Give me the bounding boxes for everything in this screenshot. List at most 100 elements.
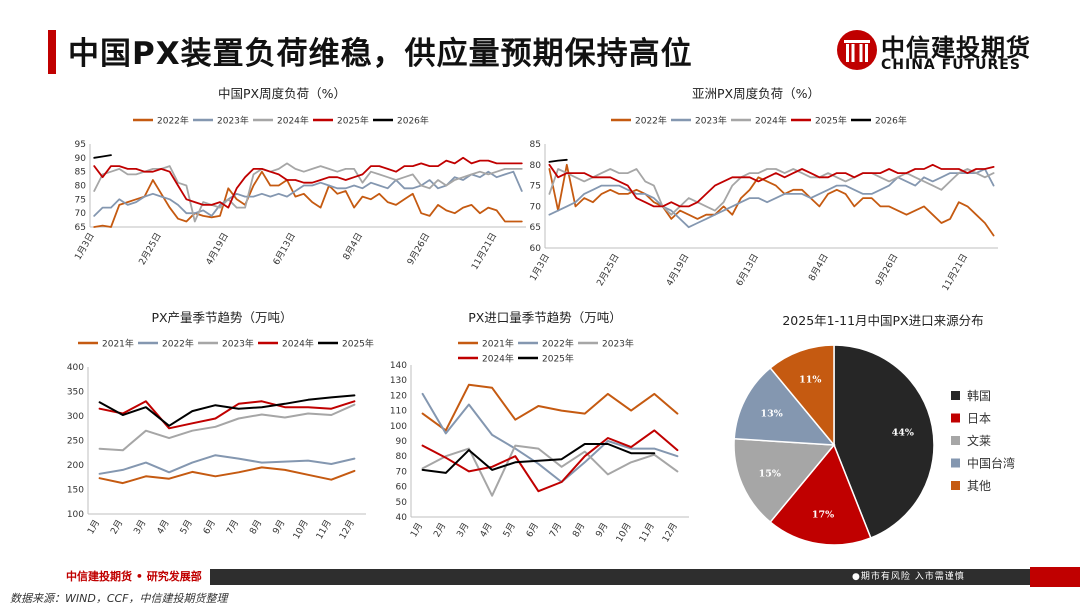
series-line-2021年: [98, 466, 356, 485]
footer-band: [0, 569, 1080, 585]
x-tick-label: 9月26日: [873, 252, 900, 288]
px-output-chart: PX产量季节趋势（万吨） 2021年 2022年 2023年 2024年 2025年 100…: [67, 310, 374, 541]
x-tick-label: 8月: [247, 518, 264, 536]
pie-slice-其他: [769, 344, 835, 448]
px-import-chart: PX进口量季节趋势（万吨） 2021年 2022年 2023年 2024年 2025年 40…: [390, 310, 689, 544]
legend-label: 2025年: [815, 115, 847, 127]
x-tick-label: 4月19日: [664, 252, 691, 288]
logo-text-en: CHINA FUTURES: [881, 57, 1021, 73]
y-tick-label: 80: [530, 161, 542, 171]
x-tick-label: 8月4日: [806, 252, 830, 283]
legend-label: 2026年: [397, 115, 429, 127]
pie-legend-label: 其他: [967, 479, 991, 493]
y-tick-label: 100: [390, 422, 407, 432]
legend-label: 2024年: [755, 115, 787, 127]
china-px-load-chart: 中国PX周度负荷（%） 2022年 2023年 2024年 2025年 2026年 65 70…: [73, 86, 526, 272]
series-line-2026年: [93, 154, 112, 159]
y-tick-label: 65: [75, 223, 86, 233]
series-line-2024年: [93, 162, 523, 223]
y-tick-label: 80: [75, 182, 87, 192]
x-tick-label: 5月: [501, 521, 518, 539]
series-line-2025年: [548, 163, 995, 208]
series-line-2025年: [93, 156, 523, 209]
x-tick-label: 8月: [570, 521, 587, 539]
y-tick-label: 100: [67, 510, 84, 520]
x-tick-label: 4月: [155, 518, 172, 536]
y-tick-label: 70: [396, 467, 408, 477]
x-tick-label: 2月: [108, 518, 125, 536]
chart-title: 中国PX周度负荷（%）: [218, 86, 346, 101]
x-tick-label: 6月: [201, 518, 218, 536]
pie-legend-swatch: [951, 436, 960, 445]
x-tick-label: 11月21日: [940, 252, 970, 293]
pie-legend-swatch: [951, 458, 960, 468]
x-tick-label: 2月25日: [595, 252, 622, 288]
series-line-2025年: [421, 443, 656, 474]
footer-department: 中信建投期货 • 研究发展部: [66, 570, 202, 583]
legend-label: 2021年: [482, 338, 514, 350]
pie-legend-label: 文莱: [967, 433, 991, 448]
y-tick-label: 400: [67, 363, 84, 373]
legend-label: 2024年: [277, 115, 309, 127]
series-line-2024年: [548, 168, 995, 216]
y-tick-label: 75: [530, 182, 541, 192]
pie-data-label: 13%: [760, 409, 782, 420]
x-tick-label: 1月3日: [73, 231, 97, 262]
y-tick-label: 350: [67, 388, 84, 398]
x-tick-label: 2月25日: [137, 231, 164, 267]
legend-label: 2023年: [222, 338, 254, 350]
series-line-2025年: [98, 394, 356, 427]
series-line-2023年: [548, 168, 995, 229]
pie-slice-日本: [769, 443, 872, 546]
y-tick-label: 75: [75, 195, 86, 205]
legend-label: 2022年: [157, 115, 189, 127]
y-tick-label: 50: [396, 498, 408, 508]
chart-title: PX产量季节趋势（万吨）: [151, 310, 292, 325]
y-tick-label: 300: [67, 412, 84, 422]
pie-slice-中国台湾: [733, 366, 836, 446]
pie-data-label: 15%: [759, 468, 781, 479]
y-tick-label: 40: [396, 513, 408, 523]
y-tick-label: 130: [390, 376, 407, 386]
x-tick-label: 3月: [132, 518, 149, 536]
x-tick-label: 6月13日: [734, 252, 761, 288]
legend-label: 2021年: [102, 338, 134, 350]
footer-risk-notice: ●期市有风险 入市需谨慎: [852, 572, 965, 582]
legend-label: 2022年: [162, 338, 194, 350]
x-tick-label: 5月: [178, 518, 195, 536]
y-tick-label: 85: [75, 168, 86, 178]
y-tick-label: 150: [67, 486, 84, 496]
series-line-2023年: [93, 170, 523, 217]
series-line-2022年: [93, 170, 523, 228]
y-tick-label: 200: [67, 461, 84, 471]
series-line-2023年: [421, 444, 679, 497]
y-tick-label: 85: [530, 140, 541, 150]
asia-px-load-chart: 亚洲PX周度负荷（%） 2022年 2023年 2024年 2025年 2026年 60 65…: [528, 86, 998, 293]
x-tick-label: 6月: [524, 521, 541, 539]
x-tick-label: 10月: [614, 521, 634, 544]
chart-title: 亚洲PX周度负荷（%）: [692, 86, 820, 101]
x-tick-label: 1月3日: [528, 252, 552, 283]
y-tick-label: 120: [390, 391, 407, 401]
legend-label: 2023年: [695, 115, 727, 127]
pie-legend-swatch: [951, 481, 960, 490]
x-tick-label: 1月: [408, 521, 425, 539]
legend-label: 2025年: [337, 115, 369, 127]
x-tick-label: 4月: [478, 521, 495, 539]
x-tick-label: 10月: [291, 518, 311, 541]
legend-label: 2024年: [482, 353, 514, 365]
y-tick-label: 95: [75, 140, 86, 150]
pie-data-label: 11%: [799, 375, 821, 386]
legend-label: 2024年: [282, 338, 314, 350]
pie-legend-label: 韩国: [967, 388, 991, 403]
x-tick-label: 11月21日: [469, 231, 499, 272]
y-tick-label: 60: [396, 483, 408, 493]
x-tick-label: 11月: [637, 521, 657, 544]
x-tick-label: 7月: [547, 521, 564, 539]
legend-label: 2026年: [875, 115, 907, 127]
series-line-2022年: [98, 454, 356, 475]
footer-red-tab: [1030, 567, 1080, 587]
x-tick-label: 4月19日: [204, 231, 231, 267]
x-tick-label: 12月: [337, 518, 357, 541]
chart-title: 2025年1-11月中国PX进口来源分布: [782, 313, 983, 328]
